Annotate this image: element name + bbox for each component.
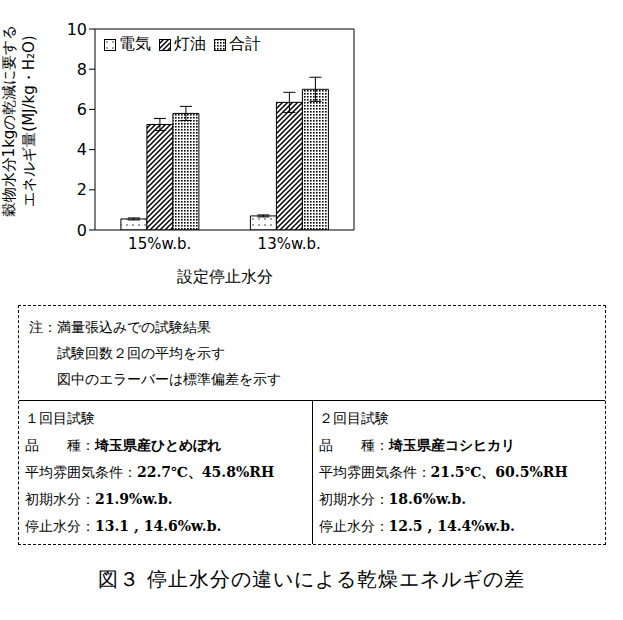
html-text:穀物水分1kgの乾減に要する: 穀物水分1kgの乾減に要する — [0, 24, 18, 218]
html-text:灯油: 灯油 — [174, 34, 206, 53]
svg-text:6: 6 — [77, 100, 87, 119]
svg-text:2: 2 — [77, 180, 87, 199]
html-text:初期水分：21.9%w.b.: 初期水分：21.9%w.b. — [25, 491, 173, 507]
svg-text:13%w.b.: 13%w.b. — [258, 235, 321, 253]
html-text:エネルギ量(MJ/kg・H₂O): エネルギ量(MJ/kg・H₂O) — [20, 35, 38, 207]
html-text:停止水分：12.5 , 14.4%w.b.: 停止水分：12.5 , 14.4%w.b. — [318, 518, 515, 534]
html-text:合計: 合計 — [229, 34, 261, 53]
html-text:品 種：埼玉県産コシヒカリ: 品 種：埼玉県産コシヒカリ — [318, 437, 515, 453]
html-text:図中のエラーバーは標準偏差を示す: 図中のエラーバーは標準偏差を示す — [57, 371, 281, 387]
html-text:注：満量張込みでの試験結果: 注：満量張込みでの試験結果 — [29, 319, 211, 335]
html-text:試験回数２回の平均を示す: 試験回数２回の平均を示す — [57, 345, 225, 361]
html-text:初期水分：18.6%w.b.: 初期水分：18.6%w.b. — [318, 491, 467, 507]
svg-text:設定停止水分: 設定停止水分 — [177, 267, 273, 286]
svg-text:4: 4 — [77, 140, 87, 159]
html-text:電気: 電気 — [119, 34, 151, 53]
html-text:図３ 停止水分の違いによる乾燥エネルギの差: 図３ 停止水分の違いによる乾燥エネルギの差 — [97, 567, 526, 591]
svg-text:10: 10 — [67, 20, 87, 39]
svg-text:8: 8 — [77, 60, 87, 79]
svg-text:0: 0 — [77, 221, 87, 240]
html-text:平均雰囲気条件：22.7℃、45.8%RH: 平均雰囲気条件：22.7℃、45.8%RH — [25, 464, 275, 480]
html-text:品 種：埼玉県産ひとめぼれ: 品 種：埼玉県産ひとめぼれ — [25, 437, 221, 453]
svg-text:15%w.b.: 15%w.b. — [128, 235, 191, 253]
html-text:平均雰囲気条件：21.5℃、60.5%RH: 平均雰囲気条件：21.5℃、60.5%RH — [318, 464, 568, 480]
html-text:停止水分：13.1 , 14.6%w.b.: 停止水分：13.1 , 14.6%w.b. — [25, 518, 222, 534]
html-text:２回目試験: ２回目試験 — [318, 410, 389, 426]
html-text:１回目試験: １回目試験 — [25, 410, 95, 426]
